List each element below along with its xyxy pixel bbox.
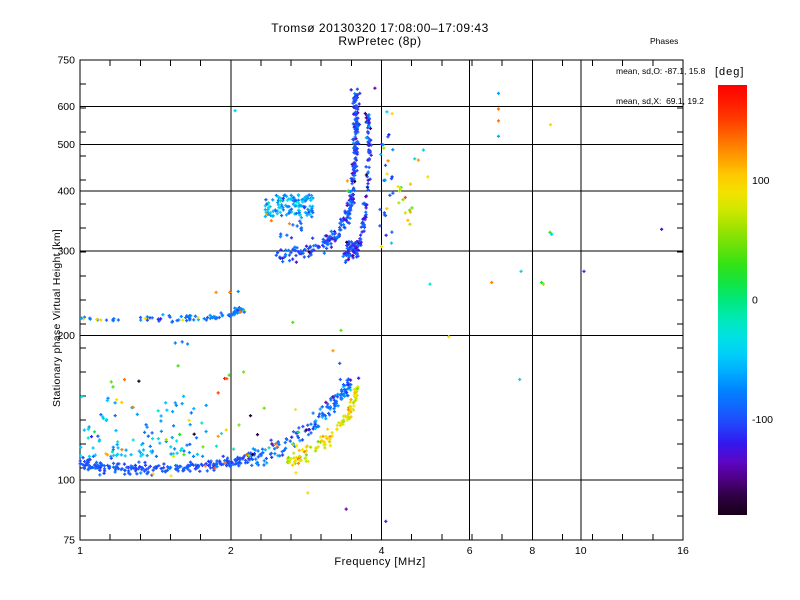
svg-text:200: 200 xyxy=(57,330,75,342)
svg-text:4: 4 xyxy=(379,545,385,557)
plot-title: Tromsø 20130320 17:08:00–17:09:43 xyxy=(271,21,489,35)
svg-text:100: 100 xyxy=(57,475,75,487)
phases-mean-sd-o-mode: mean, sd,O: -87.1, 15.8 xyxy=(616,66,706,76)
phases-annotation: Phases mean, sd,O: -87.1, 15.8 mean, sd,… xyxy=(616,16,705,126)
colorbar-tick-label: 0 xyxy=(752,295,758,307)
svg-text:400: 400 xyxy=(57,186,75,198)
svg-text:750: 750 xyxy=(57,55,75,67)
svg-text:10: 10 xyxy=(575,545,587,557)
colorbar-tick-label: -100 xyxy=(752,414,773,426)
y-axis-label: Stationary phase Virtual Height [km] xyxy=(51,228,63,407)
svg-text:16: 16 xyxy=(677,545,689,557)
svg-text:2: 2 xyxy=(228,545,234,557)
y-axis-tick-labels: 750 600 500 400 300 200 100 75 xyxy=(57,55,75,547)
phases-mean-sd-x-mode: mean, sd,X: 69.1, 19.2 xyxy=(616,96,704,106)
svg-text:600: 600 xyxy=(57,101,75,113)
colorbar-tick-label: 100 xyxy=(752,175,770,187)
grid-lines xyxy=(80,60,683,540)
svg-text:6: 6 xyxy=(467,545,473,557)
phases-annotation-title: Phases xyxy=(650,36,679,46)
svg-text:8: 8 xyxy=(529,545,535,557)
scatter-points xyxy=(78,86,664,523)
x-axis-tick-labels: 1 2 4 6 8 10 16 xyxy=(77,545,689,557)
svg-text:75: 75 xyxy=(63,535,75,547)
axes-frame-and-ticks xyxy=(79,59,684,541)
plot-subtitle: RwPretec (8p) xyxy=(338,34,422,48)
x-axis-label: Frequency [MHz] xyxy=(334,556,426,568)
svg-text:300: 300 xyxy=(57,246,75,258)
svg-text:1: 1 xyxy=(77,545,83,557)
colorbar: 100 0 -100 xyxy=(718,85,773,515)
colorbar-unit-label: [deg] xyxy=(715,66,745,78)
svg-text:500: 500 xyxy=(57,139,75,151)
